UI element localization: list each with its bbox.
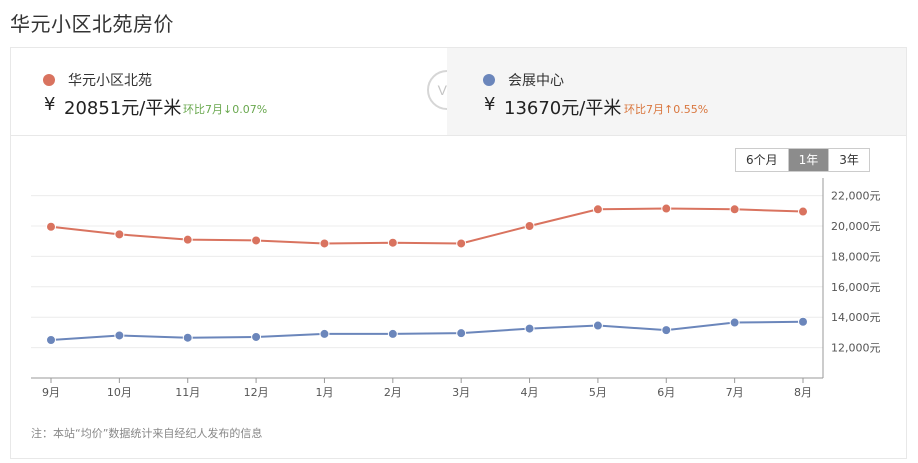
x-tick-label: 11月	[175, 386, 200, 399]
compare-right-price: 13670元/平米	[504, 98, 622, 119]
x-tick-label: 4月	[521, 386, 539, 399]
series-dot-right	[483, 74, 495, 86]
range-6-months-button[interactable]: 6个月	[736, 149, 788, 171]
series-2-point	[798, 316, 808, 327]
price-line-chart: 12,000元 14,000元 16,000元 18,000元 20,000元 22,00…	[31, 178, 881, 399]
series-2-point	[387, 328, 398, 339]
series-1-point	[524, 221, 535, 231]
series-2-point	[251, 331, 262, 342]
time-range-selector: 6个月 1年 3年	[735, 148, 870, 172]
series-2-point	[46, 335, 56, 345]
page-title: 华元小区北苑房价	[10, 12, 174, 36]
series-2-point	[592, 320, 603, 331]
y-tick-label: 20,000元	[831, 220, 881, 233]
range-1-year-button[interactable]: 1年	[787, 149, 829, 171]
series-1-point	[182, 234, 193, 245]
series-2-point	[114, 330, 125, 341]
y-tick-label: 16,000元	[831, 281, 881, 294]
series-1-point	[456, 238, 467, 249]
x-tick-label: 3月	[452, 386, 470, 399]
y-tick-label: 12,000元	[831, 342, 881, 355]
compare-left-currency: ¥	[44, 94, 56, 115]
series-1-point	[729, 204, 740, 215]
series-1-point	[46, 221, 56, 232]
x-tick-label: 7月	[726, 386, 744, 399]
series-1-point	[387, 237, 398, 248]
series-1-point	[114, 229, 125, 240]
series-2-point	[182, 332, 193, 343]
series-2-point	[456, 328, 467, 339]
x-tick-label: 2月	[384, 386, 402, 399]
series-1-point	[319, 238, 330, 249]
range-3-years-button[interactable]: 3年	[828, 149, 869, 171]
x-tick-label: 1月	[315, 386, 333, 399]
series-2-point	[319, 328, 330, 339]
compare-left: 华元小区北苑 ¥ 20851元/平米 环比7月↓0.07%	[11, 48, 447, 135]
series-2-point	[729, 317, 740, 328]
compare-right-trend: 环比7月↑0.55%	[624, 103, 709, 116]
x-tick-label: 9月	[42, 386, 60, 399]
series-line-2	[50, 320, 804, 341]
price-card: 华元小区北苑 ¥ 20851元/平米 环比7月↓0.07% VS 会展中心 ¥ …	[10, 47, 907, 459]
y-tick-label: 14,000元	[831, 311, 881, 324]
compare-right: 会展中心 ¥ 13670元/平米 环比7月↑0.55%	[447, 48, 906, 135]
series-2-point	[524, 323, 535, 334]
y-tick-label: 18,000元	[831, 250, 881, 263]
footnote: 注：本站“均价”数据统计来自经纪人发布的信息	[31, 427, 263, 440]
series-1-point	[251, 235, 262, 246]
compare-panel: 华元小区北苑 ¥ 20851元/平米 环比7月↓0.07% VS 会展中心 ¥ …	[11, 48, 906, 136]
series-1-point	[661, 203, 672, 214]
x-tick-label: 12月	[244, 386, 269, 399]
x-tick-label: 5月	[589, 386, 607, 399]
x-tick-label: 8月	[794, 386, 812, 399]
compare-left-price: 20851元/平米	[64, 98, 182, 119]
x-tick-label: 6月	[657, 386, 675, 399]
compare-left-trend: 环比7月↓0.07%	[183, 103, 268, 116]
compare-left-name: 华元小区北苑	[68, 73, 152, 89]
series-2-point	[661, 325, 672, 336]
series-dot-left	[43, 74, 55, 86]
x-tick-label: 10月	[107, 386, 132, 399]
series-1-point	[592, 204, 603, 215]
series-1-point	[798, 206, 808, 217]
compare-right-name: 会展中心	[508, 73, 564, 89]
y-tick-label: 22,000元	[831, 190, 881, 203]
compare-right-currency: ¥	[484, 94, 496, 115]
series-line-1	[50, 207, 804, 245]
